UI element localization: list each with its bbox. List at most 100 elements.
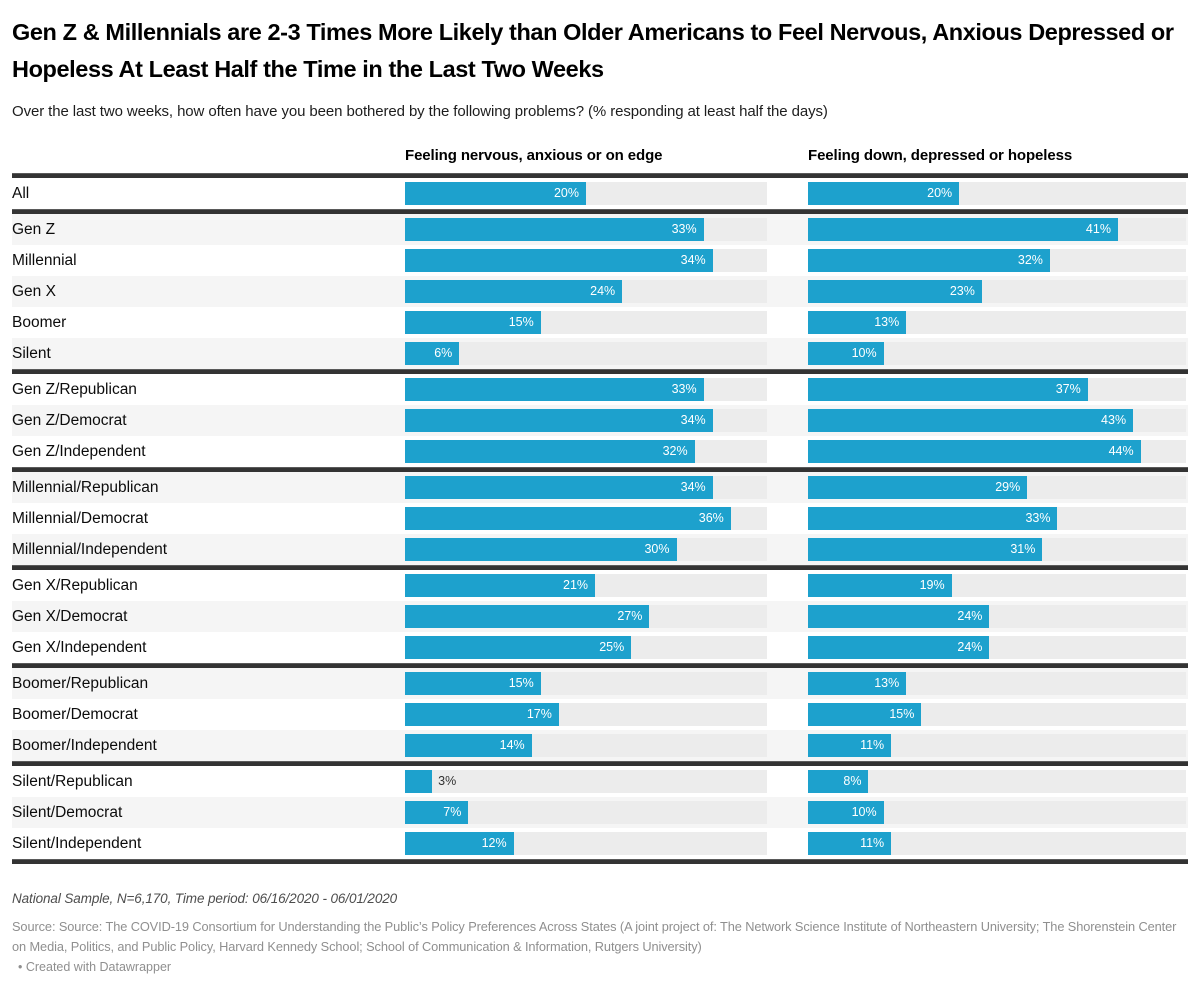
bar: 17% — [405, 703, 559, 726]
bar-track: 23% — [808, 280, 1186, 303]
bar-track: 15% — [405, 672, 767, 695]
chart-notes: National Sample, N=6,170, Time period: 0… — [12, 891, 398, 906]
bar-value-label: 32% — [1017, 253, 1043, 267]
bar: 7% — [405, 801, 469, 824]
section-divider — [12, 209, 1188, 214]
bar: 24% — [405, 280, 623, 303]
bar: 25% — [405, 636, 632, 659]
bar-value-label: 43% — [1101, 413, 1127, 427]
chart-rows: All 20% 20% Gen Z 33% 41% Millennial 34% 32% Gen … — [12, 173, 1188, 864]
bar-value-label: 33% — [671, 382, 697, 396]
bar: 41% — [808, 218, 1118, 241]
bar-track: 34% — [405, 409, 767, 432]
bar-track: 21% — [405, 574, 767, 597]
bar-value-label: 12% — [481, 836, 507, 850]
datawrapper-credit: • Created with Datawrapper — [18, 959, 172, 974]
bar: 23% — [808, 280, 982, 303]
table-row: Boomer/Republican 15% 13% — [12, 668, 1188, 699]
bar-value-label: 33% — [1025, 511, 1051, 525]
bar-track: 20% — [405, 182, 767, 205]
bar-track: 34% — [405, 249, 767, 272]
bar-value-label: 23% — [949, 284, 975, 298]
bar: 11% — [808, 832, 892, 855]
table-row: Gen X/Independent 25% 24% — [12, 632, 1188, 663]
section-divider — [12, 173, 1188, 178]
row-label: Gen Z/Independent — [12, 442, 146, 460]
section-divider — [12, 467, 1188, 472]
table-row: Gen X/Republican 21% 19% — [12, 570, 1188, 601]
section-divider — [12, 663, 1188, 668]
bar-value-label: 6% — [434, 346, 453, 360]
bar-value-label: 13% — [874, 315, 900, 329]
bar-value-label: 24% — [957, 609, 983, 623]
row-label: Boomer/Independent — [12, 736, 157, 754]
table-row: Gen Z 33% 41% — [12, 214, 1188, 245]
bar — [405, 770, 433, 793]
table-row: Millennial/Republican 34% 29% — [12, 472, 1188, 503]
bar-track: 8% — [808, 770, 1186, 793]
bar: 15% — [808, 703, 922, 726]
bar-track: 11% — [808, 734, 1186, 757]
row-label: Millennial/Democrat — [12, 509, 149, 527]
bar-track: 17% — [405, 703, 767, 726]
bar-track: 10% — [808, 801, 1186, 824]
bar: 29% — [808, 476, 1028, 499]
chart-footer: National Sample, N=6,170, Time period: 0… — [12, 891, 1188, 974]
row-label: Gen X/Independent — [12, 638, 147, 656]
row-label: Gen Z — [12, 220, 56, 238]
table-row: Gen Z/Democrat 34% 43% — [12, 405, 1188, 436]
chart-subtitle: Over the last two weeks, how often have … — [12, 103, 828, 120]
bar-value-label: 41% — [1085, 222, 1111, 236]
bar-value-label: 30% — [644, 542, 670, 556]
bar: 43% — [808, 409, 1134, 432]
row-label: Silent/Republican — [12, 772, 133, 790]
bar-track: 32% — [808, 249, 1186, 272]
bar-value-label: 36% — [698, 511, 724, 525]
bar-value-label: 15% — [508, 315, 534, 329]
bar: 8% — [808, 770, 869, 793]
table-row: Boomer/Democrat 17% 15% — [12, 699, 1188, 730]
row-label: Silent — [12, 344, 51, 362]
table-row: Silent/Independent 12% 11% — [12, 828, 1188, 859]
bar: 13% — [808, 672, 907, 695]
bar-value-label: 20% — [553, 186, 579, 200]
bar-track: 10% — [808, 342, 1186, 365]
bar-track: 34% — [405, 476, 767, 499]
bar-value-label: 21% — [563, 578, 589, 592]
bar-value-label: 24% — [957, 640, 983, 654]
bar: 20% — [405, 182, 586, 205]
bar: 11% — [808, 734, 892, 757]
bar-track: 33% — [405, 218, 767, 241]
bar: 21% — [405, 574, 596, 597]
bar-track: 3% — [405, 770, 767, 793]
bar: 33% — [405, 378, 704, 401]
bar: 30% — [405, 538, 677, 561]
chart-title: Gen Z & Millennials are 2-3 Times More L… — [12, 19, 1174, 82]
bar: 31% — [808, 538, 1043, 561]
bar-value-label: 3% — [438, 774, 457, 788]
bar-value-label: 34% — [680, 253, 706, 267]
row-label: Silent/Democrat — [12, 803, 123, 821]
bar-track: 13% — [808, 311, 1186, 334]
bar-value-label: 34% — [680, 413, 706, 427]
bar-track: 24% — [808, 636, 1186, 659]
bar-track: 33% — [808, 507, 1186, 530]
bar: 33% — [808, 507, 1058, 530]
bar-value-label: 7% — [443, 805, 462, 819]
column-header-depressed: Feeling down, depressed or hopeless — [808, 147, 1073, 164]
row-label: Boomer/Democrat — [12, 705, 138, 723]
row-label: Millennial — [12, 251, 77, 269]
table-row: Gen Z/Republican 33% 37% — [12, 374, 1188, 405]
bar: 44% — [808, 440, 1141, 463]
bar-value-label: 17% — [526, 707, 552, 721]
bar: 34% — [405, 476, 713, 499]
bar: 15% — [405, 672, 541, 695]
bar: 10% — [808, 801, 884, 824]
table-row: Boomer/Independent 14% 11% — [12, 730, 1188, 761]
table-row: Millennial 34% 32% — [12, 245, 1188, 276]
bar-value-label: 32% — [662, 444, 688, 458]
bar: 13% — [808, 311, 907, 334]
table-row: Gen Z/Independent 32% 44% — [12, 436, 1188, 467]
bar: 14% — [405, 734, 532, 757]
bar-value-label: 10% — [851, 805, 877, 819]
